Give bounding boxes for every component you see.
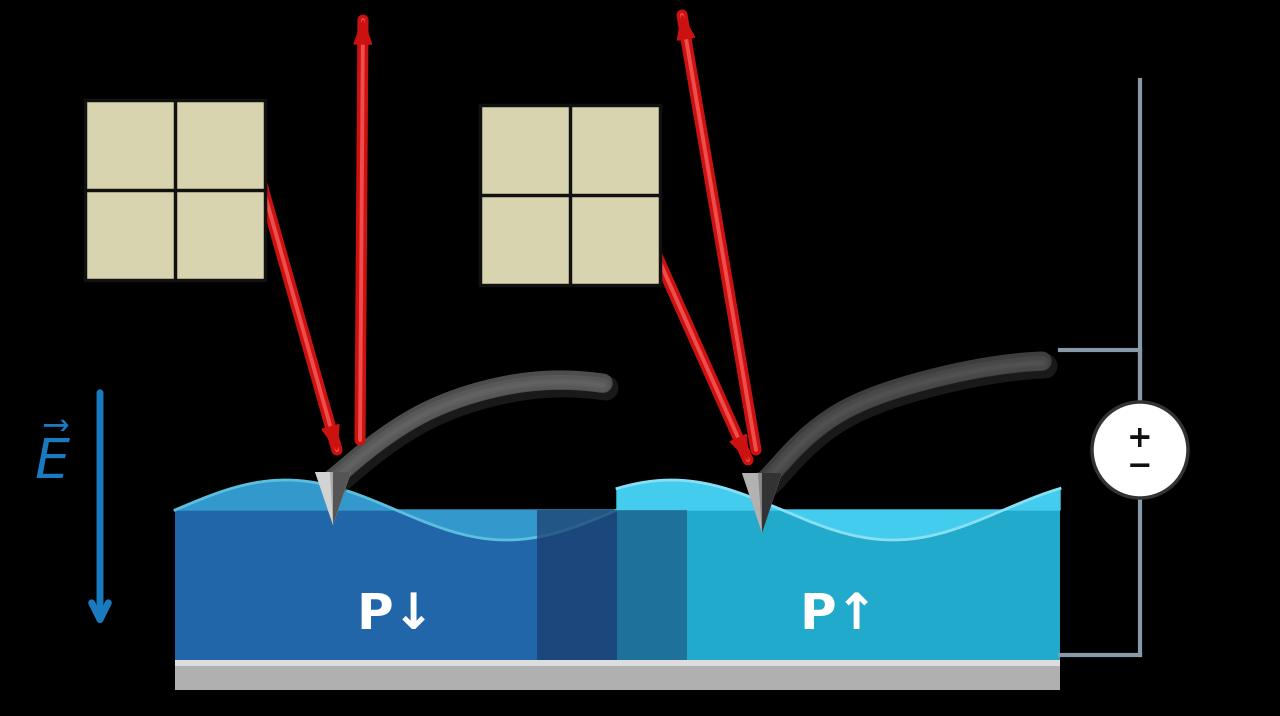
Polygon shape [742, 473, 782, 533]
Polygon shape [730, 435, 748, 460]
Text: P↑: P↑ [799, 591, 878, 639]
Text: +: + [1128, 423, 1153, 453]
Polygon shape [315, 472, 333, 525]
Polygon shape [315, 472, 351, 525]
Circle shape [1092, 402, 1188, 498]
Bar [617, 510, 1060, 660]
Polygon shape [175, 480, 617, 540]
Polygon shape [617, 480, 1060, 540]
Bar [175, 510, 617, 660]
Polygon shape [742, 473, 762, 533]
Bar [480, 105, 660, 285]
Text: $\vec{E}$: $\vec{E}$ [33, 429, 70, 491]
Polygon shape [762, 473, 782, 533]
Polygon shape [355, 20, 371, 44]
Polygon shape [333, 472, 351, 525]
Polygon shape [677, 15, 695, 40]
Bar [175, 660, 1060, 690]
Text: −: − [1128, 452, 1153, 480]
Text: P↓: P↓ [357, 591, 435, 639]
Polygon shape [323, 425, 339, 450]
Bar [175, 660, 1060, 666]
Bar [538, 510, 617, 660]
Bar [84, 100, 265, 280]
Bar [617, 510, 687, 660]
